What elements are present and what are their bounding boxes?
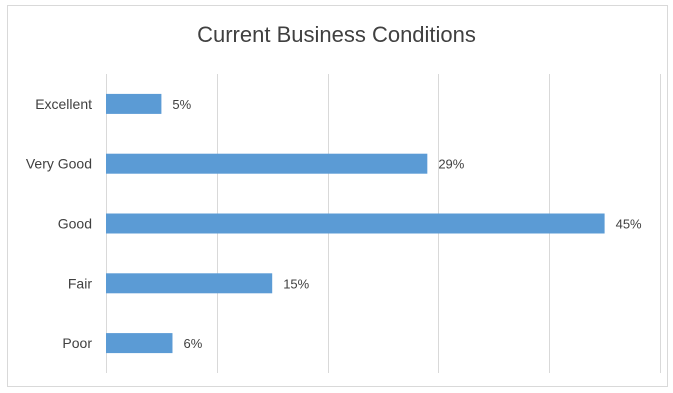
data-label: 45% [616,217,642,232]
data-label: 15% [283,276,309,291]
bar-poor [106,333,173,354]
category-label: Excellent [35,96,92,112]
category-label: Good [58,216,92,232]
chart-frame [7,5,668,387]
data-label: 6% [183,336,202,351]
chart-title: Current Business Conditions [197,22,476,47]
bar-good [106,213,605,234]
bar-excellent [106,93,162,114]
category-label: Very Good [26,156,92,172]
category-label: Fair [68,275,92,291]
category-label: Poor [62,335,92,351]
bar-fair [106,273,273,294]
bar-very-good [106,153,428,174]
data-label: 5% [172,97,191,112]
data-label: 29% [438,157,464,172]
